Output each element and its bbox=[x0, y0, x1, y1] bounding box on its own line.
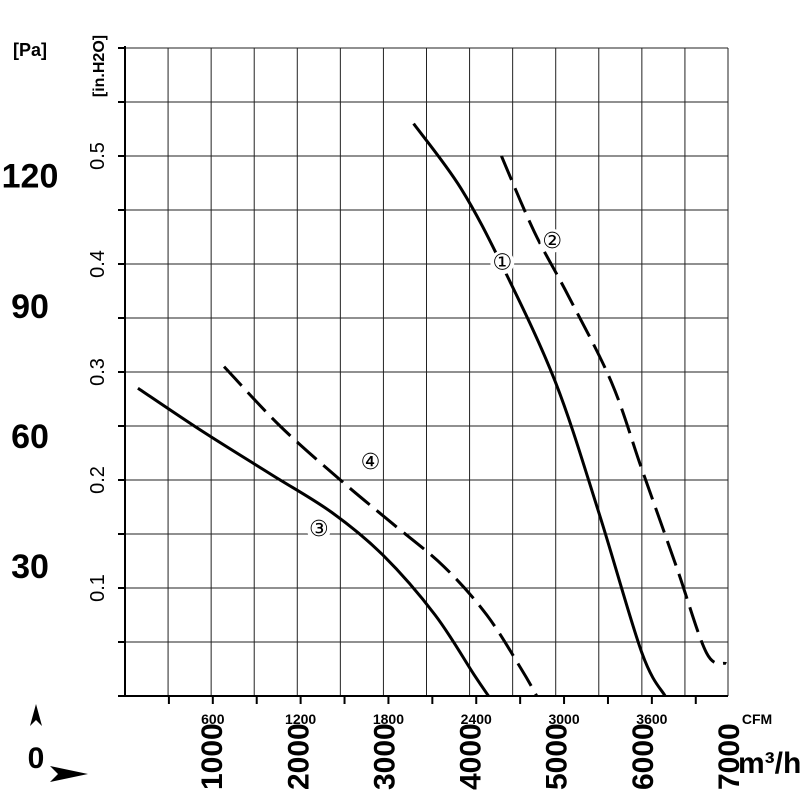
inh2o-tick-label: 0.4 bbox=[87, 250, 109, 278]
curve-label-1: ① bbox=[492, 250, 512, 275]
pa-tick-label: 60 bbox=[11, 418, 49, 456]
curve-series-3 bbox=[137, 386, 490, 697]
cfm-tick-label: 1800 bbox=[373, 711, 404, 727]
curve-label-3: ③ bbox=[309, 517, 329, 542]
curves bbox=[137, 122, 727, 697]
cfm-tick-label: 3000 bbox=[548, 711, 579, 727]
grid bbox=[125, 47, 729, 696]
curve-series-4 bbox=[222, 365, 539, 697]
inh2o-tick-label: 0.5 bbox=[87, 142, 109, 170]
m3h-tick-label: 2000 bbox=[282, 723, 315, 790]
pa-tick-label: 30 bbox=[11, 548, 49, 586]
origin-label: 0 bbox=[28, 742, 45, 775]
m3h-unit-label: m³/h bbox=[738, 747, 800, 780]
pa-tick-label: 90 bbox=[11, 288, 49, 326]
curve-label-bg bbox=[540, 228, 565, 253]
curve-series-2 bbox=[500, 155, 727, 666]
cfm-tick-label: 1200 bbox=[285, 711, 316, 727]
m3h-tick-label: 7000 bbox=[713, 723, 746, 790]
inh2o-tick-label: 0.2 bbox=[87, 466, 109, 494]
curve-label-bg bbox=[306, 517, 331, 542]
curve-label-2: ② bbox=[542, 229, 562, 254]
m3h-tick-label: 1000 bbox=[196, 723, 229, 790]
curve-label-4: ④ bbox=[361, 450, 381, 475]
right-arrow-icon bbox=[50, 766, 88, 782]
m3h-tick-label: 3000 bbox=[368, 723, 401, 790]
inh2o-tick-label: 0.1 bbox=[87, 574, 109, 602]
curve-label-bg bbox=[490, 250, 515, 275]
axes bbox=[118, 46, 728, 704]
m3h-tick-label: 4000 bbox=[455, 723, 488, 790]
cfm-tick-label: 2400 bbox=[461, 711, 492, 727]
m3h-tick-label: 6000 bbox=[627, 723, 660, 790]
up-arrow-icon bbox=[30, 704, 42, 726]
cfm-unit-label: CFM bbox=[742, 711, 772, 727]
m3h-tick-label: 5000 bbox=[541, 723, 574, 790]
cfm-tick-label: 3600 bbox=[636, 711, 667, 727]
cfm-tick-label: 600 bbox=[201, 711, 225, 727]
curve-series-1 bbox=[412, 122, 667, 697]
pa-unit-label: [Pa] bbox=[13, 40, 47, 60]
pa-tick-label: 120 bbox=[2, 158, 59, 196]
inh2o-unit-label: [in.H2O] bbox=[91, 35, 108, 97]
inh2o-tick-label: 0.3 bbox=[87, 358, 109, 386]
curve-label-bg bbox=[358, 450, 383, 475]
